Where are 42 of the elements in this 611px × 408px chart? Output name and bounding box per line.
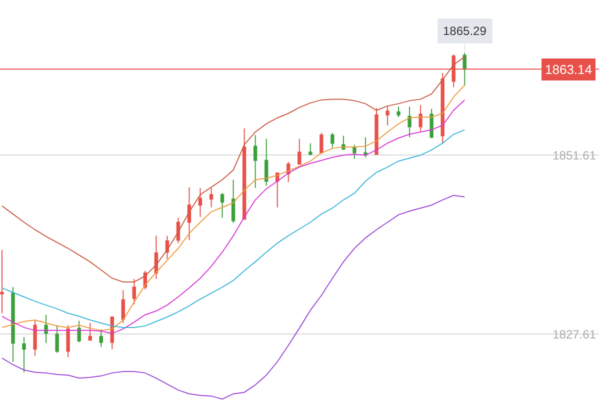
line-series xyxy=(1,129,466,328)
candlestick xyxy=(320,132,324,154)
candlestick xyxy=(22,336,26,373)
candlestick xyxy=(330,132,334,148)
candlestick xyxy=(33,319,37,356)
candlestick xyxy=(132,278,136,305)
candlestick xyxy=(44,314,48,344)
candlestick xyxy=(396,106,400,118)
annotation: 1865.29 xyxy=(443,24,487,38)
line-series xyxy=(1,56,466,282)
candlestick xyxy=(264,138,268,186)
candlestick xyxy=(88,322,92,341)
line-series xyxy=(1,194,466,400)
ref-line-label: 1863.14 xyxy=(545,62,592,77)
candlestick xyxy=(209,187,214,208)
candlestick xyxy=(77,320,81,343)
candlestick xyxy=(352,144,356,160)
candlestick xyxy=(374,108,378,155)
candlestick xyxy=(242,128,246,220)
candlestick xyxy=(308,142,312,156)
candlestick xyxy=(408,106,412,138)
candlestick xyxy=(220,192,224,218)
y-tick-label: 1851.61 xyxy=(552,148,596,162)
candlestick xyxy=(187,186,192,241)
candlestick xyxy=(0,249,4,314)
candlestick xyxy=(386,106,390,126)
candlestick xyxy=(99,329,103,348)
candlestick xyxy=(298,138,302,165)
candlestick xyxy=(121,290,125,324)
candlestick xyxy=(154,235,158,280)
candlestick xyxy=(11,286,15,362)
candlestick xyxy=(198,187,202,218)
candlestick xyxy=(440,72,444,144)
candlestick xyxy=(418,104,422,132)
candlestick xyxy=(55,324,59,354)
candlestick xyxy=(364,136,368,158)
candlestick xyxy=(276,172,280,208)
candlestick xyxy=(253,134,258,188)
y-tick-label: 1827.61 xyxy=(552,327,596,342)
candlestick xyxy=(66,324,70,358)
candlestick xyxy=(430,108,434,138)
candlestick xyxy=(231,179,236,224)
